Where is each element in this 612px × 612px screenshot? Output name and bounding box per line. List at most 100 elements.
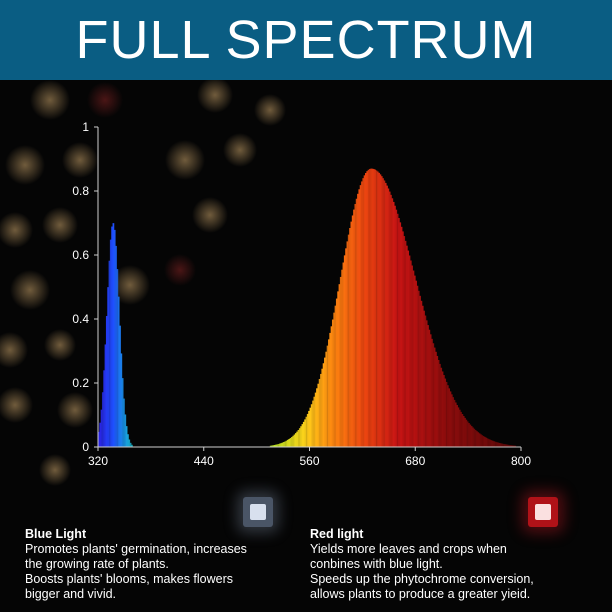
spectrum-bar xyxy=(450,394,453,447)
spectrum-bar xyxy=(480,434,482,447)
spectrum-bar xyxy=(347,234,350,447)
spectrum-bar xyxy=(341,269,343,447)
spectrum-bar xyxy=(290,436,293,447)
spectrum-bar xyxy=(296,431,299,447)
spectrum-bar xyxy=(281,442,284,447)
spectrum-bar xyxy=(405,245,408,447)
spectrum-bar xyxy=(456,405,458,447)
y-tick-label: 0.8 xyxy=(72,184,89,198)
spectrum-bar xyxy=(342,262,345,447)
spectrum-bar xyxy=(493,441,495,447)
spectrum-bar xyxy=(355,198,358,447)
spectrum-bar xyxy=(128,439,131,447)
spectrum-bar xyxy=(300,426,302,447)
spectrum-bar xyxy=(470,426,473,447)
spectrum-bar xyxy=(473,428,476,447)
spectrum-bar xyxy=(374,169,376,447)
spectrum-bar xyxy=(444,378,447,447)
spectrum-bar xyxy=(337,291,339,447)
red-light-line: Speeds up the phytochrome conversion, xyxy=(310,572,534,586)
spectrum-bar xyxy=(375,170,378,447)
spectrum-bar xyxy=(453,399,456,447)
y-tick-label: 1 xyxy=(82,120,89,134)
spectrum-bar xyxy=(326,345,329,447)
spectrum-bar xyxy=(379,174,382,447)
x-tick-label: 440 xyxy=(194,454,214,468)
spectrum-bar xyxy=(435,351,437,447)
spectrum-bar xyxy=(474,430,477,447)
spectrum-bar xyxy=(505,444,507,447)
spectrum-bar xyxy=(412,270,415,447)
spectrum-bar xyxy=(501,443,503,447)
spectrum-bar xyxy=(285,440,288,447)
spectrum-bar xyxy=(466,421,469,447)
spectrum-bar xyxy=(361,181,363,447)
spectrum-bar xyxy=(111,226,113,447)
spectrum-bar xyxy=(292,435,295,447)
spectrum-bar xyxy=(392,201,395,447)
spectrum-bar xyxy=(366,171,369,447)
spectrum-bar xyxy=(431,338,433,447)
spectrum-bar xyxy=(318,378,321,447)
x-tick-label: 800 xyxy=(511,454,531,468)
spectrum-bar xyxy=(273,444,276,447)
spectrum-bar xyxy=(351,215,354,447)
spectrum-bar xyxy=(123,398,125,447)
blue-light-title: Blue Light xyxy=(25,527,87,541)
spectrum-bar xyxy=(395,209,398,447)
spectrum-bar xyxy=(481,435,484,447)
spectrum-bar xyxy=(107,287,109,447)
spectrum-bar xyxy=(117,296,120,447)
spectrum-bar xyxy=(301,424,304,447)
spectrum-bar xyxy=(409,260,412,447)
spectrum-bar xyxy=(465,419,468,447)
spectrum-bar xyxy=(354,203,357,447)
spectrum-bar xyxy=(113,229,116,447)
spectrum-bar xyxy=(324,357,326,447)
spectrum-bar xyxy=(305,416,308,447)
spectrum-bar xyxy=(108,260,111,447)
spectrum-bar xyxy=(330,326,333,447)
spectrum-bar xyxy=(298,428,301,447)
spectrum-bar xyxy=(436,355,439,447)
spectrum-bar xyxy=(103,370,106,447)
spectrum-bar xyxy=(509,445,511,447)
spectrum-bar xyxy=(460,411,462,447)
spectrum-bar xyxy=(349,228,351,447)
spectrum-bar xyxy=(272,445,275,447)
spectrum-bar xyxy=(478,433,481,447)
spectrum-bar xyxy=(445,381,448,447)
spectrum-bar xyxy=(388,191,391,447)
spectrum-bar xyxy=(439,363,441,447)
spectrum-bar xyxy=(329,332,332,447)
spectrum-bar xyxy=(416,285,419,447)
title-banner xyxy=(0,0,612,80)
spectrum-bar xyxy=(331,319,334,447)
spectrum-bar xyxy=(362,178,365,447)
spectrum-bar xyxy=(476,431,478,447)
spectrum-bar xyxy=(452,397,454,447)
spectrum-bar xyxy=(345,248,347,447)
spectrum-bar xyxy=(271,445,273,447)
x-tick-label: 320 xyxy=(88,454,108,468)
spectrum-bar xyxy=(506,444,509,447)
spectrum-bar xyxy=(513,445,515,447)
spectrum-bar xyxy=(446,385,449,447)
blue-light-line: Promotes plants' germination, increases xyxy=(25,542,247,556)
spectrum-bar xyxy=(313,396,316,447)
spectrum-bar xyxy=(428,329,431,447)
spectrum-bar xyxy=(276,444,279,447)
spectrum-bar xyxy=(407,250,410,447)
spectrum-bar xyxy=(350,221,353,447)
spectrum-bar xyxy=(380,176,383,447)
spectrum-bar xyxy=(420,300,423,447)
page-title: FULL SPECTRUM xyxy=(75,10,537,70)
spectrum-bar xyxy=(487,439,490,447)
spectrum-bar xyxy=(308,410,310,447)
spectrum-bar xyxy=(289,438,292,447)
spectrum-bar xyxy=(494,441,497,447)
spectrum-bar xyxy=(417,290,420,447)
spectrum-bar xyxy=(498,442,501,447)
